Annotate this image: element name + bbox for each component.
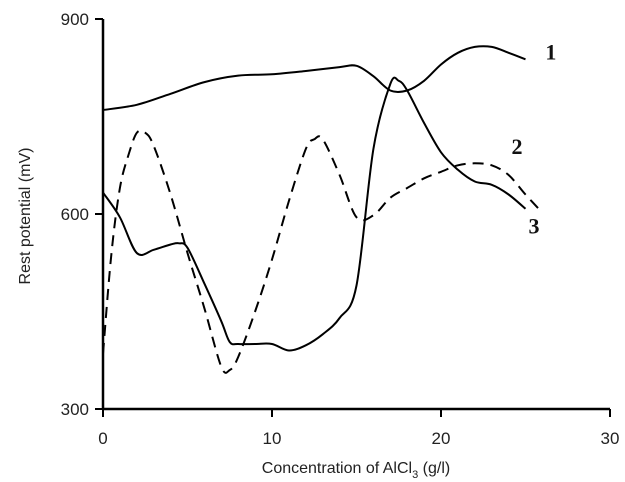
x-axis-title-subscript: 3 [412, 469, 418, 481]
x-tick-label: 20 [432, 429, 451, 448]
x-axis-title-main: Concentration of AlCl [262, 460, 412, 477]
series-line-2 [102, 129, 544, 374]
x-tick-label: 10 [263, 429, 282, 448]
x-tick-label: 30 [601, 429, 620, 448]
series-label-1: 1 [545, 40, 556, 65]
series-line-1 [102, 45, 526, 111]
series-labels: 1 2 3 [512, 40, 557, 239]
x-tick-label: 0 [98, 429, 107, 448]
series-label-3: 3 [528, 214, 539, 239]
y-tick-label: 300 [61, 400, 89, 419]
series-line-3 [102, 76, 527, 352]
y-tick-label: 900 [61, 10, 89, 29]
series-label-2: 2 [512, 134, 523, 159]
y-tick-label: 600 [61, 205, 89, 224]
x-axis-title: Concentration of AlCl3 (g/l) [262, 460, 450, 481]
x-axis-title-suffix: (g/l) [418, 460, 450, 477]
y-axis-title: Rest potential (mV) [17, 148, 34, 285]
axis-ticks: 300 600 900 0 10 20 30 [61, 10, 620, 448]
series-layer [102, 45, 544, 374]
